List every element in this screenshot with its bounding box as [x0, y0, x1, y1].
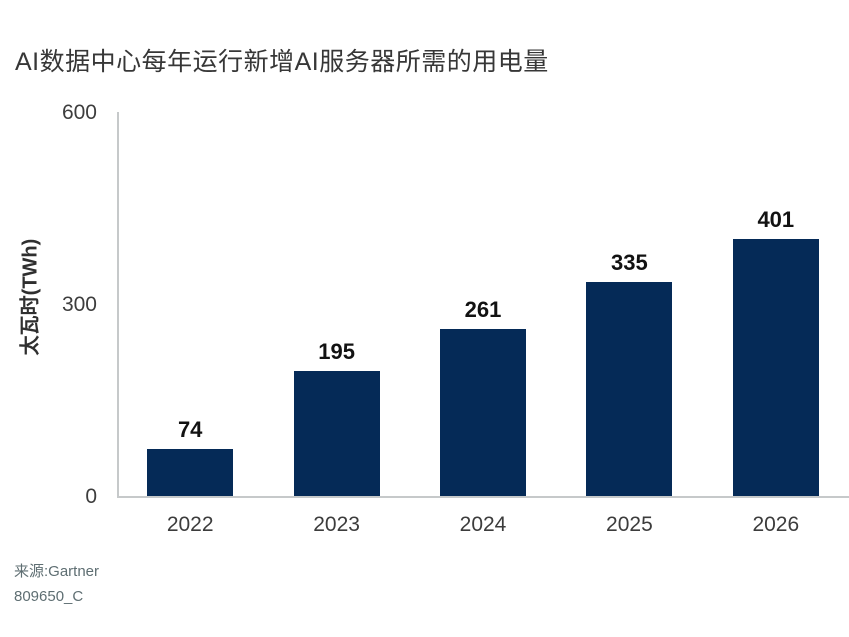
x-tick-label: 2025 [606, 513, 653, 536]
bar-value-label: 195 [318, 339, 355, 364]
chart-title: AI数据中心每年运行新增AI服务器所需的用电量 [15, 48, 549, 76]
bar [732, 239, 819, 496]
source-text: 来源:Gartner [14, 563, 100, 580]
x-axis-line [117, 496, 849, 498]
footnote-text: 809650_C [14, 588, 84, 605]
y-tick-label: 300 [61, 293, 97, 316]
bar [293, 371, 380, 496]
bar-value-label: 74 [177, 417, 203, 442]
source-block: 来源:Gartner 809650_C [14, 559, 99, 609]
x-tick-label: 2024 [459, 513, 507, 536]
bar [586, 282, 673, 496]
y-tick-label: 0 [85, 485, 97, 508]
x-tick-label: 2023 [313, 513, 360, 536]
bar [440, 329, 526, 496]
x-tick-label: 2026 [752, 513, 800, 536]
bar-value-label: 335 [611, 250, 648, 275]
bar-value-label: 401 [757, 207, 795, 232]
bar-value-label: 261 [464, 297, 502, 322]
bar [147, 449, 234, 496]
x-tick-label: 2022 [166, 513, 214, 536]
y-axis-line [117, 112, 119, 498]
y-tick-label: 600 [61, 101, 97, 124]
